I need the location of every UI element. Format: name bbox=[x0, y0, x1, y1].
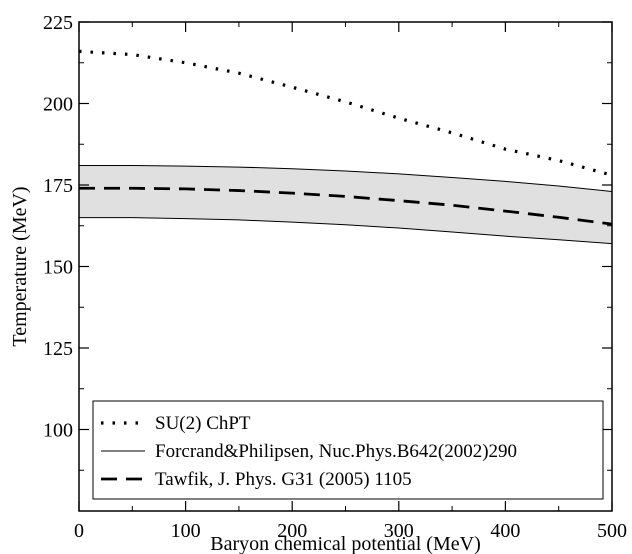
legend: SU(2) ChPT Forcrand&Philipsen, Nuc.Phys.B… bbox=[92, 400, 604, 500]
series-layer bbox=[78, 49, 613, 226]
y-tick-label: 200 bbox=[43, 94, 73, 116]
y-tick-label: 175 bbox=[43, 175, 73, 197]
band-upper-line bbox=[79, 164, 613, 193]
x-tick-label: 0 bbox=[74, 520, 84, 542]
legend-label: SU(2) ChPT bbox=[155, 413, 251, 434]
x-tick-label: 400 bbox=[490, 520, 520, 542]
series-line-0 bbox=[78, 49, 613, 177]
y-tick-label: 225 bbox=[43, 12, 73, 34]
x-tick-label: 200 bbox=[277, 520, 307, 542]
band-lower-line bbox=[79, 217, 613, 245]
legend-label: Forcrand&Philipsen, Nuc.Phys.B642(2002)2… bbox=[155, 441, 517, 462]
x-axis-title: Baryon chemical potential (MeV) bbox=[210, 533, 480, 554]
y-tick-label: 100 bbox=[43, 420, 73, 442]
x-tick-label: 300 bbox=[384, 520, 414, 542]
legend-box bbox=[92, 400, 604, 500]
x-tick-label: 100 bbox=[171, 520, 201, 542]
y-tick-label: 125 bbox=[43, 338, 73, 360]
series-line-2 bbox=[79, 186, 613, 226]
confidence-band-layer bbox=[79, 164, 613, 245]
y-axis-title: Temperature (MeV) bbox=[9, 186, 31, 346]
legend-label: Tawfik, J. Phys. G31 (2005) 1105 bbox=[155, 469, 412, 490]
y-tick-label: 150 bbox=[43, 257, 73, 279]
ticks-layer: 0 100 200 300 400 500 100 125 150 175 200 225 bbox=[43, 12, 627, 542]
x-tick-label: 500 bbox=[597, 520, 627, 542]
band-fill bbox=[79, 165, 612, 244]
